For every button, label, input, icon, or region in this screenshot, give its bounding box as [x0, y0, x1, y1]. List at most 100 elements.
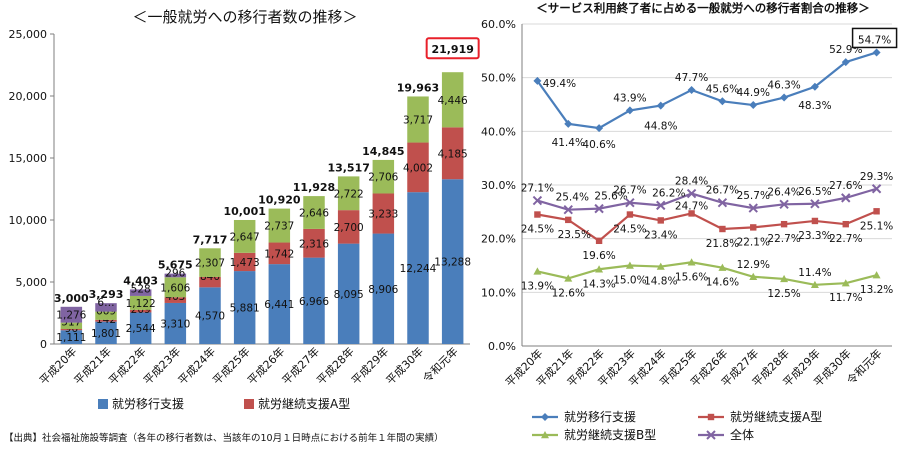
point-value-label: 12.9% [737, 259, 770, 271]
bar-total-label: 3,293 [89, 288, 124, 301]
point-value-label: 12.5% [767, 288, 800, 300]
point-value-label: 14.8% [644, 276, 677, 288]
legend-label: 就労継続支援B型 [564, 427, 656, 442]
x-tick-label: 令和元年 [420, 344, 461, 385]
data-point [563, 204, 573, 215]
bar-value-label: 4,185 [438, 148, 468, 160]
point-value-label: 44.8% [644, 121, 677, 133]
point-value-label: 22.1% [737, 236, 770, 248]
data-point [810, 199, 820, 209]
x-tick-label: 平成23年 [140, 344, 183, 387]
data-point [841, 193, 851, 203]
bar-segment [199, 276, 221, 288]
bar-segment [164, 297, 187, 303]
data-point [656, 200, 666, 211]
point-value-label: 27.6% [829, 180, 862, 192]
bar-segment [164, 277, 187, 298]
data-point [564, 119, 573, 128]
x-tick-label: 平成25年 [210, 344, 253, 387]
bar-segment [407, 142, 429, 193]
bar-segment [129, 289, 152, 296]
bar-value-label: 12,244 [400, 263, 437, 275]
data-point [533, 76, 542, 85]
data-point [842, 220, 849, 228]
bar-value-label: 2,647 [230, 231, 260, 243]
point-value-label: 22.7% [767, 233, 800, 245]
bar-segment [372, 159, 395, 194]
y-tick-label: 25,000 [9, 28, 48, 41]
bar-segment [407, 96, 429, 143]
point-value-label: 11.7% [829, 292, 862, 304]
point-value-label: 13.2% [860, 284, 893, 296]
data-point [871, 184, 882, 194]
point-value-label: 12.6% [552, 287, 585, 299]
bar-total-label: 5,675 [158, 259, 193, 272]
bar-value-label: 8,906 [368, 284, 398, 296]
bar-segment [372, 193, 395, 234]
point-value-label: 25.6% [594, 191, 627, 203]
y-tick-label: 40.0% [481, 125, 516, 138]
data-point [749, 101, 758, 110]
transition-ratio-line-chart: ＜サービス利用終了者に占める一般就労への移行者割合の推移＞ 0.0% 10.0% 20… [481, 1, 898, 442]
y-tick-label: 5,000 [16, 276, 48, 289]
bar-value-label: 1,742 [264, 248, 294, 260]
bar-value-label: 5,881 [230, 303, 260, 315]
point-value-label: 26.5% [798, 186, 831, 198]
bar-value-label: 2,646 [299, 207, 329, 219]
data-point [687, 86, 696, 95]
bar-segment [129, 312, 152, 344]
bar-value-label: 2,307 [195, 258, 225, 270]
line-chart-title: ＜サービス利用終了者に占める一般就労への移行者割合の推移＞ [536, 1, 870, 15]
point-value-label: 15.6% [675, 271, 708, 283]
data-point [625, 198, 635, 208]
data-point [706, 430, 716, 440]
bar-value-label: 2,316 [299, 238, 329, 250]
data-point [873, 208, 880, 215]
data-point [688, 210, 695, 217]
x-tick-label: 平成30年 [383, 344, 426, 387]
bar-value-label: 8,095 [334, 289, 364, 301]
bar-value-label: 296 [165, 268, 185, 280]
data-point [717, 198, 728, 208]
point-value-label: 46.3% [767, 80, 800, 92]
y-tick-label: 30.0% [481, 179, 516, 192]
bar-value-label: 1,473 [230, 257, 260, 269]
point-value-label: 45.6% [706, 83, 739, 95]
y-tick-label: 15,000 [9, 152, 48, 165]
data-point [595, 237, 603, 245]
data-point [750, 224, 757, 231]
x-tick-label: 平成24年 [175, 344, 218, 387]
point-value-label: 24.7% [675, 200, 708, 212]
point-value-label: 47.7% [675, 72, 708, 84]
point-value-label: 27.1% [521, 183, 554, 195]
transition-count-bar-chart: ＜一般就労への移行者数の推移＞ 0 5,000 10,000 15,000 20,000 2… [9, 8, 480, 411]
data-point [564, 274, 573, 282]
point-value-label: 26.2% [652, 187, 685, 199]
data-point [779, 199, 789, 210]
data-point [748, 203, 758, 213]
data-point [594, 203, 604, 214]
bar-segment [60, 329, 83, 331]
highlight-box [425, 37, 480, 60]
point-value-label: 25.4% [556, 192, 589, 204]
bar-total-label: 4,403 [123, 274, 158, 287]
data-point [749, 272, 758, 280]
bar-value-label: 2,722 [334, 188, 364, 200]
bar-segment [164, 302, 187, 344]
bar-segment [60, 306, 83, 323]
data-point [595, 265, 604, 273]
bar-total-label: 3,000 [54, 292, 89, 305]
bar-value-label: 1,276 [56, 310, 86, 322]
data-point [532, 195, 543, 206]
bar-value-label: 528 [131, 283, 151, 295]
data-point [687, 258, 696, 266]
data-point [657, 217, 664, 224]
bar-total-label: 10,001 [223, 205, 265, 218]
y-tick-label: 0 [40, 338, 47, 351]
point-value-label: 40.6% [582, 139, 615, 151]
bar-value-label: 4,002 [403, 162, 433, 174]
bar-segment [303, 228, 325, 258]
legend-swatch [244, 399, 254, 409]
bar-segment [441, 127, 464, 180]
bar-segment [268, 242, 291, 265]
